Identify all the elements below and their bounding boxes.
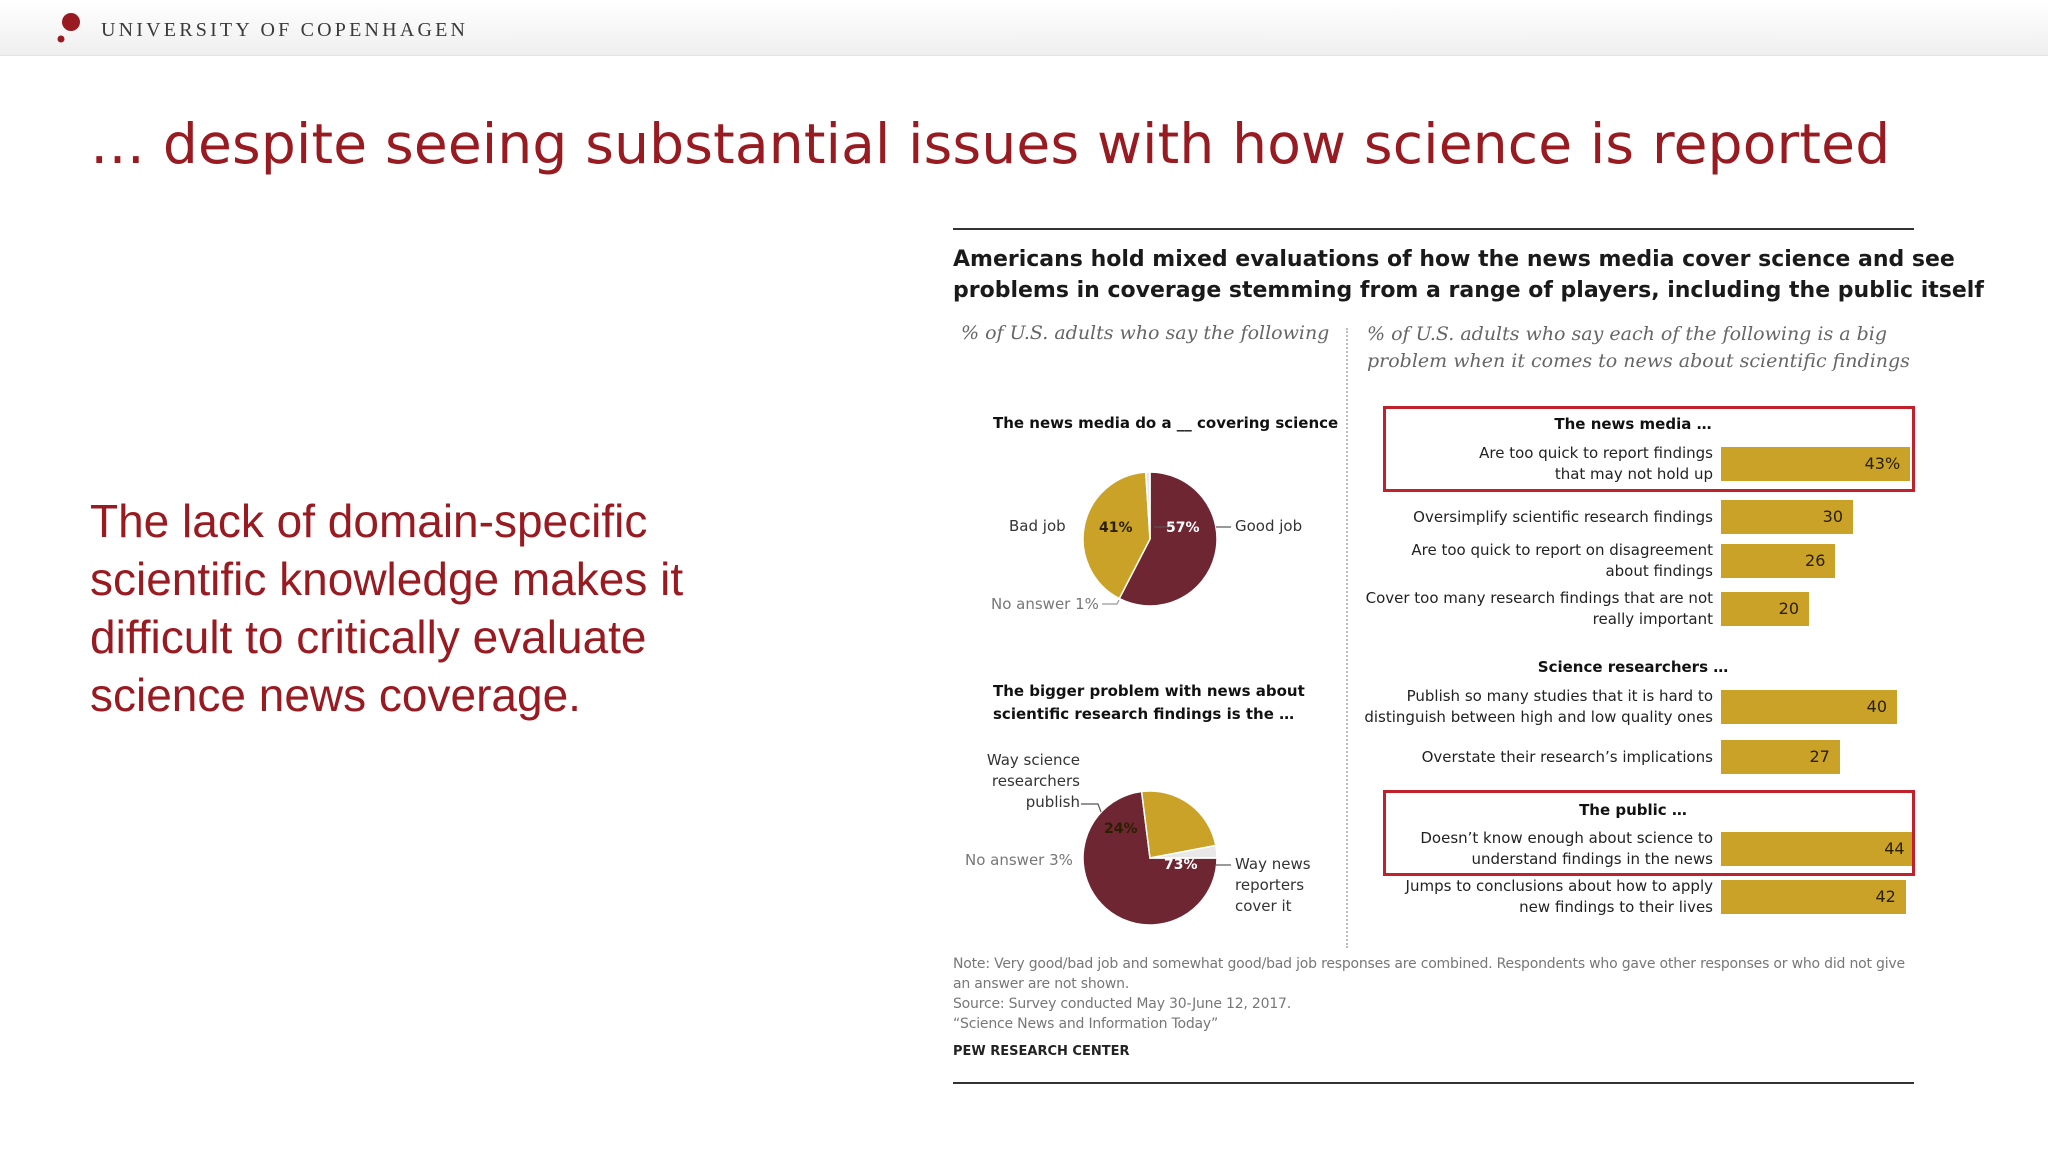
pie2-slice-researchers [1140,790,1217,859]
bar-label-line: Cover too many research findings that ar… [1365,589,1713,607]
bar-label-line: really important [1592,610,1713,628]
bar-label: Oversimplify scientific research finding… [1413,507,1713,528]
bar-label-line: new findings to their lives [1519,898,1713,916]
slide-title: … despite seeing substantial issues with… [90,112,1891,176]
bar-label: Are too quick to report on disagreement a… [1411,540,1713,582]
bar-label-line: Oversimplify scientific research finding… [1413,507,1713,526]
bar-value-label: 27 [1809,747,1830,766]
pie2-label-line: researchers [991,772,1080,790]
left-subtitle-text: % of U.S. adults who say the following [961,322,1330,344]
bar: 27 [1721,740,1840,774]
bar: 40 [1721,690,1897,724]
bar: 42 [1721,880,1906,914]
pie1-leader-noanswer [1102,599,1120,605]
pie1-value-bad: 41% [1099,520,1133,536]
figure-top-rule [953,228,1914,230]
pie2-leader-researchers [1081,803,1102,813]
bar-label-line: Are too quick to report on disagreement [1411,541,1713,559]
bar-group-heading: The news media … [1554,415,1712,433]
figure-title: Americans hold mixed evaluations of how … [953,244,1984,306]
bar-label-line: that may not hold up [1554,465,1713,483]
figure-bottom-rule [953,1082,1914,1084]
pie1-chart [1082,471,1231,607]
bar: 26 [1721,544,1836,578]
bar-value-label: 20 [1778,599,1799,618]
pie1-title-text: The news media do a __ covering science [993,414,1339,432]
bar-label: Are too quick to report findings that may… [1479,443,1713,485]
pie2-value-researchers: 24% [1104,821,1138,837]
bar-label: Cover too many research findings that ar… [1366,588,1713,630]
column-divider [1346,328,1348,948]
pie1-title: The news media do a __ covering science [993,412,1339,435]
note-line: Note: Very good/bad job and somewhat goo… [953,956,1905,972]
highlight-box-news-media [1383,406,1915,492]
right-subtitle-line: % of U.S. adults who say each of the fol… [1367,323,1888,345]
bar-label: Overstate their research’s implications [1422,747,1713,768]
right-subtitle-line: problem when it comes to news about scie… [1367,350,1910,372]
pie1-slice-no-answer [1144,471,1151,540]
top-banner: UNIVERSITY OF COPENHAGEN [0,0,2048,56]
bar-value-label: 43% [1864,454,1901,473]
pie1-label-no-answer: No answer 1% [991,595,1099,613]
pie1-value-good: 57% [1166,520,1200,536]
bar-label-line: distinguish between high and low quality… [1364,708,1713,726]
pie2-label-reporters: Way news reporters cover it [1235,854,1311,917]
pie2-label-line: cover it [1235,897,1292,915]
pie2-label-line: reporters [1235,876,1305,894]
pie1-label-bad-job: Bad job [1009,517,1066,535]
pie2-value-reporters: 73% [1164,857,1198,873]
right-subtitle: % of U.S. adults who say each of the fol… [1367,321,1910,375]
bar: 30 [1721,500,1853,534]
bar: 43% [1721,447,1911,481]
pie2-slice-no-answer [1149,844,1218,859]
figure-title-line: problems in coverage stemming from a ran… [953,278,1984,303]
bar: 20 [1721,592,1809,626]
bar-value-label: 30 [1822,507,1843,526]
bar-group-heading: The public … [1579,801,1687,819]
slide-body-text: The lack of domain-specific scientific k… [90,495,684,721]
bar-value-label: 44 [1884,839,1905,858]
bar-label-line: about findings [1605,562,1713,580]
pie1-label-good-job: Good job [1235,517,1303,535]
source-line: Source: Survey conducted May 30-June 12,… [953,996,1292,1012]
bar-value-label: 42 [1875,887,1896,906]
bar-group-heading: Science researchers … [1537,658,1729,676]
pie2-title-line: scientific research findings is the … [993,705,1295,723]
pie2-label-researchers: Way science researchers publish [980,750,1080,813]
pie1-slice-bad-job [1082,471,1151,600]
pie2-title-line: The bigger problem with news about [993,682,1305,700]
bar-label-line: Are too quick to report findings [1479,444,1713,462]
university-logo-icon [57,13,80,43]
pie1-slice-good-job [1118,471,1218,607]
bar-label-line: Doesn’t know enough about science to [1420,829,1713,847]
bar-label: Publish so many studies that it is hard … [1364,686,1713,728]
pie2-label-line: publish [1025,793,1080,811]
bar-value-label: 26 [1805,551,1826,570]
bar-label-line: Publish so many studies that it is hard … [1406,687,1713,705]
bar-label: Doesn’t know enough about science to unde… [1420,828,1713,870]
bar-label: Jumps to conclusions about how to apply n… [1406,876,1713,918]
pie2-label-no-answer: No answer 3% [965,851,1073,869]
bar-value-label: 40 [1866,697,1887,716]
bar: 44 [1721,832,1915,866]
pie2-label-line: Way news [1235,855,1311,873]
pew-figure: Americans hold mixed evaluations of how … [953,228,1984,1084]
university-name: UNIVERSITY OF COPENHAGEN [101,19,469,41]
left-subtitle: % of U.S. adults who say the following [961,320,1329,347]
highlight-box-public [1383,790,1915,876]
pie2-title: The bigger problem with news about scien… [993,680,1305,726]
bar-label-line: Jumps to conclusions about how to apply [1405,877,1713,895]
pie2-label-line: Way science [986,751,1080,769]
pie2-chart [1081,790,1231,926]
report-title-line: “Science News and Information Today” [953,1016,1219,1032]
figure-notes: Note: Very good/bad job and somewhat goo… [953,954,1914,1034]
source-organization: PEW RESEARCH CENTER [953,1044,1130,1059]
bar-label-line: Overstate their research’s implications [1421,747,1713,766]
figure-title-line: Americans hold mixed evaluations of how … [953,247,1955,272]
bar-label-line: understand findings in the news [1471,850,1713,868]
note-line: an answer are not shown. [953,976,1130,992]
